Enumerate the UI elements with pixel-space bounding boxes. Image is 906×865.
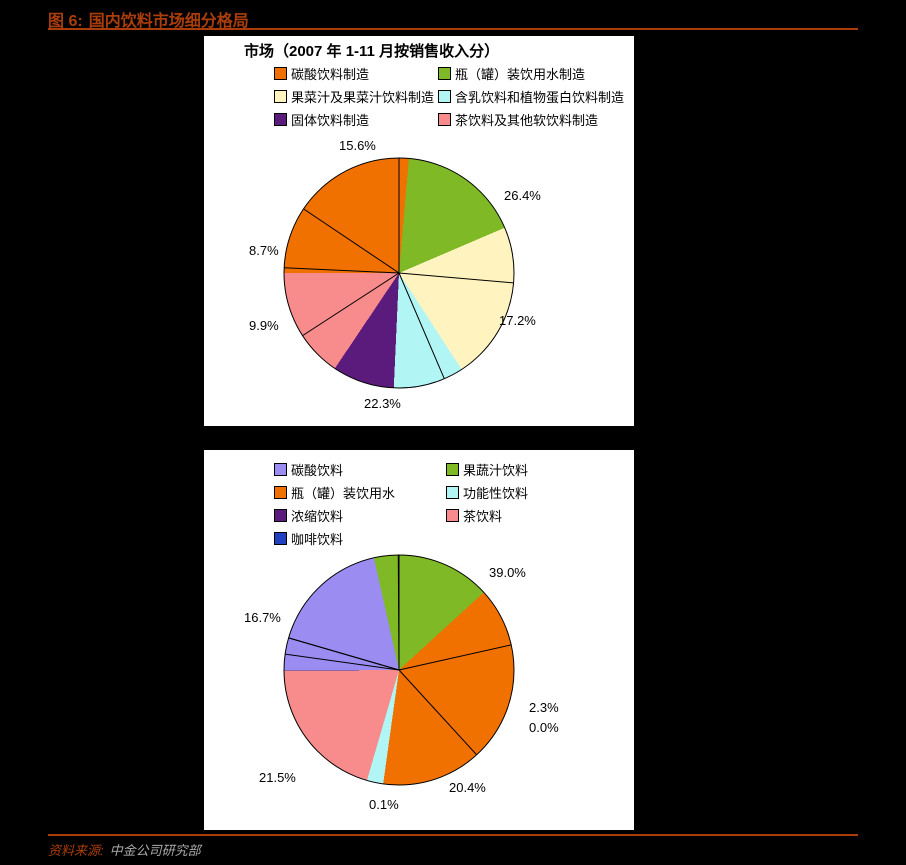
legend-item: 瓶（罐）装饮用水制造 (438, 64, 624, 83)
legend-item: 碳酸饮料制造 (274, 64, 434, 83)
legend-item: 含乳饮料和植物蛋白饮料制造 (438, 87, 624, 106)
legend-item: 固体饮料制造 (274, 110, 434, 129)
legend-label: 碳酸饮料制造 (291, 64, 369, 83)
chart1-legend: 碳酸饮料制造瓶（罐）装饮用水制造果菜汁及果菜汁饮料制造含乳饮料和植物蛋白饮料制造… (274, 64, 614, 129)
footer-rule (48, 834, 858, 836)
chart2-pie-wrap: 21.5%16.7%39.0%2.3%0.0%20.4%0.1% (259, 545, 569, 815)
legend-item: 果菜汁及果菜汁饮料制造 (274, 87, 434, 106)
source-prefix: 资料来源: (48, 840, 104, 859)
legend-swatch (274, 463, 287, 476)
legend-swatch (438, 67, 451, 80)
legend-item: 瓶（罐）装饮用水 (274, 483, 442, 502)
legend-label: 果蔬汁饮料 (463, 460, 528, 479)
legend-item: 浓缩饮料 (274, 506, 442, 525)
legend-swatch (274, 486, 287, 499)
pie-chart-2: 碳酸饮料果蔬汁饮料瓶（罐）装饮用水功能性饮料浓缩饮料茶饮料咖啡饮料 21.5%1… (204, 450, 634, 830)
chart-area: 市场（2007 年 1-11 月按销售收入分） 碳酸饮料制造 瓶（罐）装饮用水制造… (48, 30, 858, 834)
legend-label: 功能性饮料 (463, 483, 528, 502)
legend-label: 碳酸饮料 (291, 460, 343, 479)
legend-item: 茶饮料 (446, 506, 614, 525)
legend-label: 瓶（罐）装饮用水 (291, 483, 395, 502)
legend-label: 含乳饮料和植物蛋白饮料制造 (455, 87, 624, 106)
legend-swatch (274, 509, 287, 522)
chart1-pie-wrap: 26.4%17.2%22.3%9.9%8.7%15.6% (259, 148, 569, 418)
legend-item: 果蔬汁饮料 (446, 460, 614, 479)
legend-swatch (446, 486, 459, 499)
legend-swatch (274, 113, 287, 126)
legend-swatch (274, 532, 287, 545)
legend-swatch (438, 90, 451, 103)
pie-chart-1: 市场（2007 年 1-11 月按销售收入分） 碳酸饮料制造 瓶（罐）装饮用水制造… (204, 36, 634, 426)
legend-label: 浓缩饮料 (291, 506, 343, 525)
legend-swatch (446, 509, 459, 522)
legend-label: 茶饮料及其他软饮料制造 (455, 110, 598, 129)
legend-swatch (446, 463, 459, 476)
legend-swatch (274, 67, 287, 80)
chart2-legend: 碳酸饮料果蔬汁饮料瓶（罐）装饮用水功能性饮料浓缩饮料茶饮料咖啡饮料 (274, 460, 614, 548)
legend-item: 功能性饮料 (446, 483, 614, 502)
source-value: 中金公司研究部 (110, 840, 201, 859)
source-footer: 资料来源: 中金公司研究部 (48, 840, 201, 859)
legend-swatch (438, 113, 451, 126)
legend-swatch (274, 90, 287, 103)
legend-label: 果菜汁及果菜汁饮料制造 (291, 87, 434, 106)
legend-label: 瓶（罐）装饮用水制造 (455, 64, 585, 83)
legend-item: 茶饮料及其他软饮料制造 (438, 110, 624, 129)
legend-item: 碳酸饮料 (274, 460, 442, 479)
chart1-title-fragment: 市场（2007 年 1-11 月按销售收入分） (244, 40, 624, 61)
legend-label: 固体饮料制造 (291, 110, 369, 129)
legend-label: 茶饮料 (463, 506, 502, 525)
